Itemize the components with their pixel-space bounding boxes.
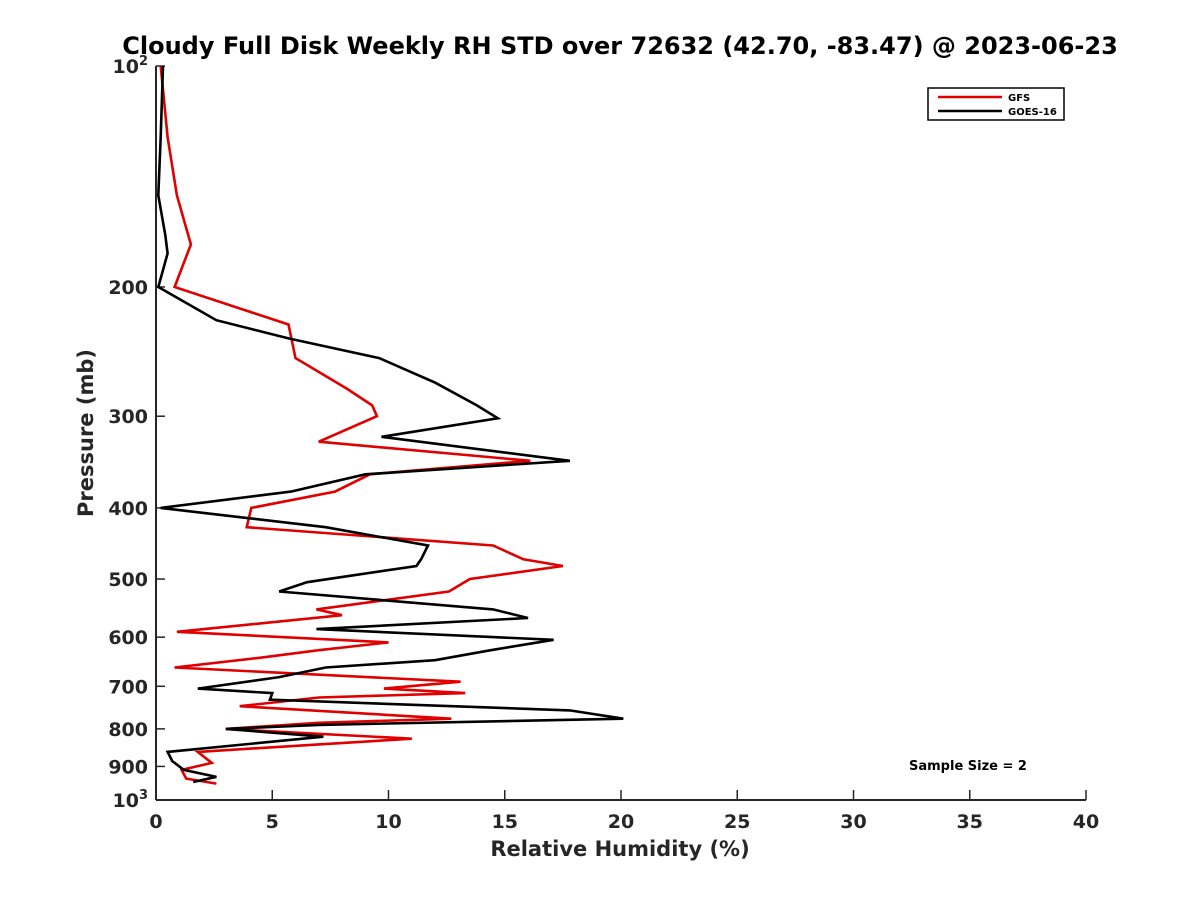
series-lines	[156, 65, 624, 785]
y-tick-label: 200	[108, 277, 148, 299]
sample-size-annotation: Sample Size = 2	[909, 759, 1027, 774]
series-line-gfs	[159, 65, 564, 785]
x-tick-label: 15	[492, 811, 518, 833]
y-tick-label: 600	[108, 627, 148, 649]
legend-label: GFS	[1008, 93, 1030, 104]
x-tick-label: 5	[266, 811, 279, 833]
x-tick-label: 30	[840, 811, 866, 833]
x-tick-label: 35	[957, 811, 983, 833]
y-tick-label: 400	[108, 498, 148, 520]
y-axis-label: Pressure (mb)	[74, 349, 98, 517]
x-tick-label: 10	[375, 811, 401, 833]
y-tick-label: 102	[113, 54, 149, 78]
y-tick-label: 700	[108, 676, 148, 698]
legend-label: GOES-16	[1008, 107, 1057, 118]
y-tick-label: 500	[108, 569, 148, 591]
axes: 0 5 10 15 20 25 30 35 40 102 200 300 400 500 600 700 800…	[108, 54, 1099, 833]
y-tick-label: 900	[108, 756, 148, 778]
legend-box	[927, 87, 1065, 121]
x-tick-label: 20	[608, 811, 634, 833]
y-tick-label: 300	[108, 406, 148, 428]
x-tick-label: 40	[1073, 811, 1099, 833]
series-line-goes-16	[156, 65, 624, 784]
chart-title: Cloudy Full Disk Weekly RH STD over 7263…	[122, 32, 1118, 60]
y-tick-label: 800	[108, 719, 148, 741]
y-tick-label: 103	[113, 788, 149, 812]
legend: GFS GOES-16	[927, 87, 1065, 121]
x-tick-label: 25	[724, 811, 750, 833]
x-axis-label: Relative Humidity (%)	[490, 837, 749, 861]
x-tick-label: 0	[149, 811, 162, 833]
